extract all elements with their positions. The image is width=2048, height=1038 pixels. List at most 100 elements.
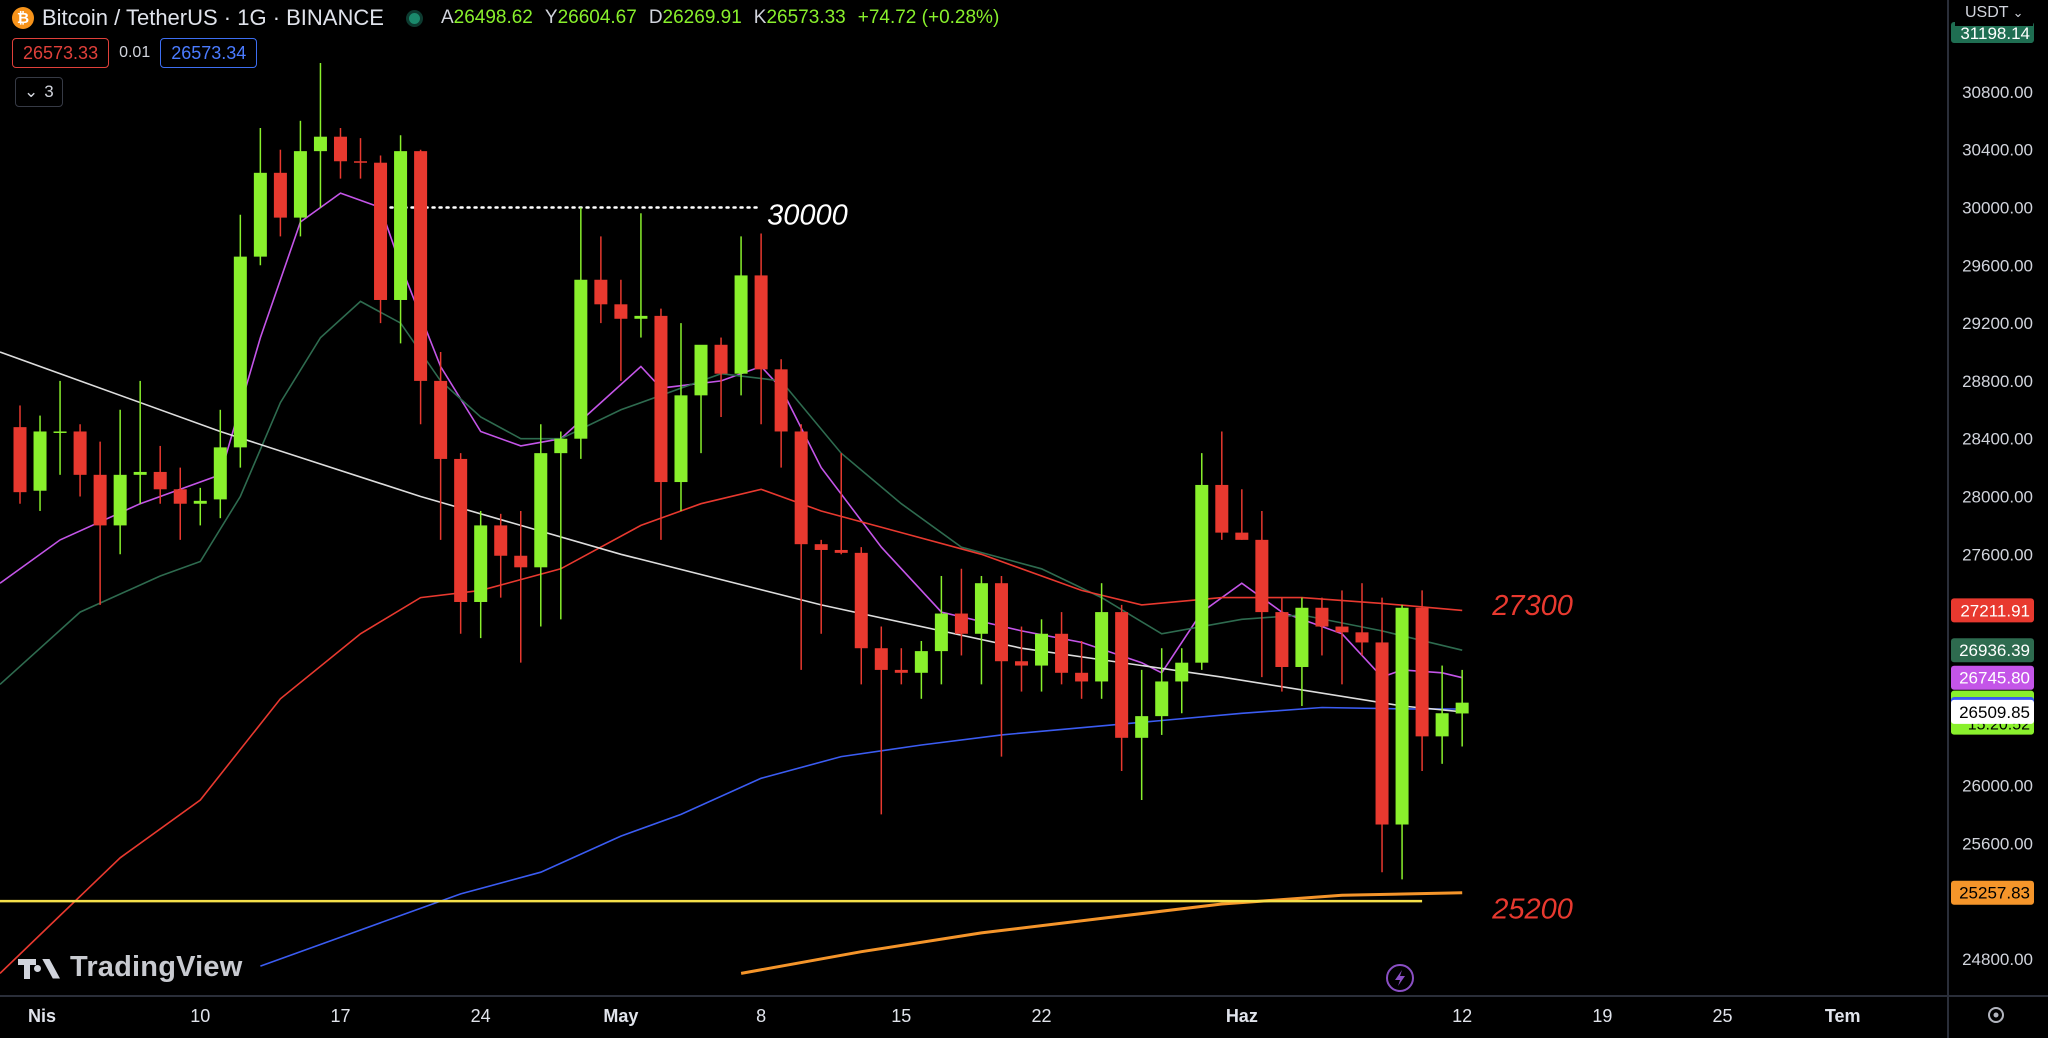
candle <box>1035 619 1049 692</box>
symbol-header[interactable]: ₿ Bitcoin / TetherUS · 1G · BINANCE A264… <box>12 3 999 33</box>
candle-body <box>774 369 788 432</box>
candle <box>1355 583 1369 656</box>
candle-body <box>1135 716 1149 738</box>
time-tick-label: 24 <box>471 1006 491 1026</box>
candle-body <box>1015 661 1028 666</box>
candle-body <box>374 162 388 300</box>
candle <box>714 337 728 418</box>
candle <box>1175 648 1189 714</box>
lightning-icon[interactable] <box>1386 964 1414 992</box>
price-tag-value: 26745.80 <box>1959 669 2030 688</box>
candle <box>293 120 307 237</box>
candle-body <box>1195 484 1209 663</box>
candle <box>634 213 648 338</box>
candle-body <box>273 172 287 218</box>
horizontal-lines <box>0 206 1423 903</box>
price-axis-bg <box>1948 0 2048 1038</box>
symbol-title[interactable]: Bitcoin / TetherUS · 1G · BINANCE <box>42 5 384 30</box>
candle <box>374 155 388 324</box>
candle-body <box>233 256 247 448</box>
lightning-bolt <box>1395 970 1405 986</box>
candle-body <box>1415 607 1429 737</box>
indicators-toggle[interactable]: ⌄ 3 <box>15 77 63 107</box>
candle-body <box>1175 662 1189 682</box>
ma-line-ma50 <box>0 488 1463 974</box>
candle <box>954 568 968 656</box>
candle <box>834 453 848 555</box>
candle-body <box>734 275 748 374</box>
candle-body <box>1095 612 1109 682</box>
candle-body <box>914 651 928 673</box>
annotations: 30000 27300 25200 <box>767 200 1573 926</box>
candle-body <box>173 489 187 504</box>
candle <box>113 409 127 555</box>
candle-body <box>674 395 688 483</box>
ohlc-low: D26269.91 <box>648 7 742 28</box>
buy-button[interactable]: 26573.34 <box>160 38 258 68</box>
candle-body <box>994 583 1008 662</box>
price-tick-label: 28800.00 <box>1962 372 2033 391</box>
candle <box>1295 597 1309 707</box>
candle-body <box>1295 607 1309 668</box>
price-tick-label: 26000.00 <box>1962 777 2033 796</box>
ohlc-high: Y26604.67 <box>544 7 637 28</box>
indicators-count: 3 <box>44 82 54 101</box>
price-tick-label: 27600.00 <box>1962 545 2033 564</box>
candle <box>253 128 267 266</box>
time-tick-label: 22 <box>1032 1006 1052 1026</box>
time-axis[interactable]: Nis 10 17 24 May 8 15 22 Haz 12 19 25 Tem <box>28 964 2004 1026</box>
chevron-down-icon: ⌄ <box>24 82 39 101</box>
candle <box>1095 583 1109 699</box>
candle <box>153 445 167 504</box>
price-tag-value: 25257.83 <box>1959 884 2030 903</box>
candle-body <box>1435 713 1449 737</box>
sell-button[interactable]: 26573.33 <box>12 38 110 68</box>
candle-body <box>714 344 728 374</box>
gear-icon[interactable] <box>1988 1007 2004 1023</box>
price-label-top-bg <box>1951 22 2034 43</box>
currency-selector[interactable]: USDT ⌄ <box>1955 0 2034 26</box>
candle <box>1395 604 1409 880</box>
candle <box>1155 648 1169 735</box>
tradingview-icon <box>18 955 60 981</box>
candle-body <box>874 648 888 670</box>
candle-body <box>313 136 327 152</box>
candle-body <box>534 453 548 568</box>
candle <box>914 641 928 699</box>
candle-body <box>293 151 307 218</box>
price-tag-bg <box>1951 638 2034 663</box>
candle-body <box>73 431 87 475</box>
lightning-ring <box>1386 964 1414 992</box>
price-tick-label: 29200.00 <box>1962 314 2033 333</box>
candle <box>1415 590 1429 772</box>
candle <box>394 135 408 344</box>
candle <box>414 149 428 425</box>
candle-body <box>414 151 428 381</box>
ohlc-change: +74.72 (+0.28%) <box>857 7 1000 28</box>
candle-body <box>1235 532 1249 540</box>
price-tag: 26936.39 <box>1951 638 2034 663</box>
price-tag-value: 26936.39 <box>1959 641 2030 660</box>
candle <box>33 415 47 511</box>
candle-body <box>1275 612 1289 668</box>
candle <box>233 214 247 468</box>
candle <box>1235 489 1249 540</box>
candle <box>574 207 588 459</box>
candle-body <box>514 555 528 568</box>
candle-body <box>1035 633 1049 666</box>
price-tick-label: 30000.00 <box>1962 199 2033 218</box>
ma-line-ema9 <box>0 192 1463 679</box>
candle-body <box>574 279 588 439</box>
candle <box>894 648 908 685</box>
candle-body <box>454 458 468 602</box>
price-tag-bg <box>1951 699 2034 724</box>
candle <box>193 487 207 526</box>
candle-body <box>1455 702 1469 714</box>
candle <box>1015 626 1028 692</box>
candle <box>1115 604 1129 772</box>
market-open-icon <box>405 9 423 27</box>
gear-hub <box>1993 1012 1999 1018</box>
candle <box>974 575 988 685</box>
